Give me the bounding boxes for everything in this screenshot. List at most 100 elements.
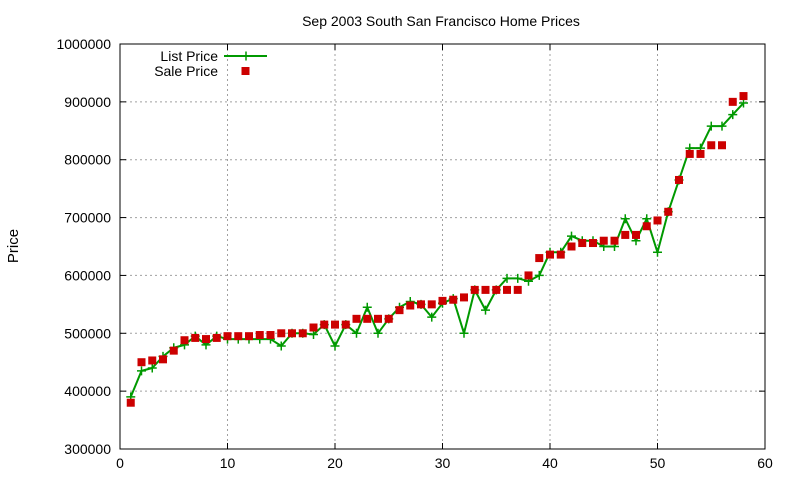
list-price-point: [276, 341, 286, 351]
x-tick-label: 30: [435, 455, 451, 471]
sale-price-point: [556, 250, 565, 259]
x-tick-label: 40: [542, 455, 558, 471]
list-price-point: [534, 270, 544, 280]
sale-price-point: [685, 149, 694, 158]
sale-price-point: [245, 332, 253, 341]
list-price-point: [137, 366, 146, 376]
sale-price-point: [546, 250, 554, 259]
y-tick-label: 600000: [64, 267, 111, 283]
list-price-point: [373, 328, 383, 338]
sale-price-point: [374, 314, 382, 323]
legend-label-sale-price: Sale Price: [154, 63, 218, 79]
sale-price-point: [331, 320, 339, 329]
sale-price-point: [288, 329, 296, 338]
sale-price-point: [320, 320, 329, 329]
axes: 0 10 20 30 40 50 60 300000 400000 500000 600000 700…: [56, 36, 773, 471]
list-price-point: [653, 247, 662, 257]
sale-price-point: [696, 149, 705, 158]
y-tick-label: 500000: [64, 325, 111, 341]
sale-price-point: [417, 300, 425, 309]
sale-price-point: [589, 239, 597, 248]
sale-price-point: [503, 285, 511, 294]
sale-price-point: [202, 335, 210, 344]
sale-price-point: [191, 333, 200, 342]
sale-price-point: [363, 314, 372, 323]
sale-price-point: [137, 358, 146, 367]
list-price-point: [502, 273, 512, 283]
sale-price-point: [610, 236, 619, 245]
y-tick-label: 300000: [64, 441, 111, 457]
sale-price-point: [395, 306, 404, 315]
list-price-point: [481, 305, 490, 315]
sale-price-point: [169, 346, 178, 355]
list-price-point: [362, 302, 372, 312]
sale-price-point: [567, 242, 576, 251]
y-axis-title: Price: [5, 229, 22, 263]
list-price-point: [642, 214, 652, 224]
y-tick-label: 700000: [64, 210, 111, 226]
legend-marker-list-price: [241, 51, 251, 61]
y-tick-label: 400000: [64, 383, 111, 399]
list-price-point: [427, 312, 437, 322]
x-tick-label: 50: [650, 455, 666, 471]
sale-price-point: [438, 296, 447, 305]
legend: List Price Sale Price: [154, 48, 267, 79]
sale-price-point: [266, 331, 275, 340]
series-sale-price: [126, 92, 748, 407]
sale-price-point: [180, 336, 189, 345]
sale-price-point: [298, 329, 307, 338]
sale-price-point: [675, 175, 683, 184]
sale-price-point: [341, 320, 350, 329]
grid: [120, 44, 765, 449]
sale-price-point: [309, 323, 318, 332]
sale-price-point: [460, 293, 468, 302]
sale-price-point: [449, 295, 458, 304]
sale-price-point: [632, 230, 640, 239]
list-price-point: [330, 341, 340, 351]
list-price-point: [717, 121, 727, 131]
chart-title: Sep 2003 South San Francisco Home Prices: [302, 13, 580, 29]
sale-price-point: [653, 216, 662, 225]
sale-price-point: [492, 285, 501, 294]
sale-price-point: [352, 314, 361, 323]
sale-price-point: [223, 332, 232, 341]
sale-price-point: [159, 355, 167, 364]
plot-frame: [119, 43, 766, 450]
plot-border: [119, 43, 766, 450]
sale-price-point: [277, 329, 286, 338]
sale-price-point: [126, 398, 135, 407]
sale-price-point: [718, 141, 726, 150]
sale-price-point: [470, 285, 479, 294]
x-tick-label: 0: [116, 455, 124, 471]
legend-marker-sale-price: [241, 67, 250, 75]
x-tick-label: 60: [757, 455, 773, 471]
x-tick-label: 20: [327, 455, 343, 471]
sale-price-point: [535, 254, 544, 263]
sale-price-point: [728, 97, 737, 106]
sale-price-point: [384, 314, 393, 323]
list-price-point: [728, 110, 738, 120]
y-tick-label: 1000000: [56, 36, 111, 52]
sale-price-point: [578, 239, 587, 248]
sale-price-point: [739, 92, 748, 101]
legend-label-list-price: List Price: [160, 48, 218, 64]
sale-price-point: [481, 285, 490, 294]
list-price-point: [567, 231, 576, 241]
sale-price-point: [234, 332, 243, 341]
sale-price-point: [707, 141, 716, 150]
y-tick-label: 900000: [64, 94, 111, 110]
x-tick-label: 10: [220, 455, 236, 471]
list-price-point: [459, 328, 469, 338]
sale-price-point: [255, 331, 264, 340]
list-price-point: [352, 328, 361, 338]
sale-price-point: [427, 300, 436, 309]
sale-price-point: [406, 301, 415, 310]
sale-price-point: [212, 333, 221, 342]
list-price-point: [706, 121, 716, 131]
sale-price-point: [148, 356, 157, 365]
list-price-point: [620, 214, 630, 224]
list-price-point: [513, 273, 523, 283]
list-price-point: [147, 363, 157, 373]
sale-price-point: [513, 285, 522, 294]
